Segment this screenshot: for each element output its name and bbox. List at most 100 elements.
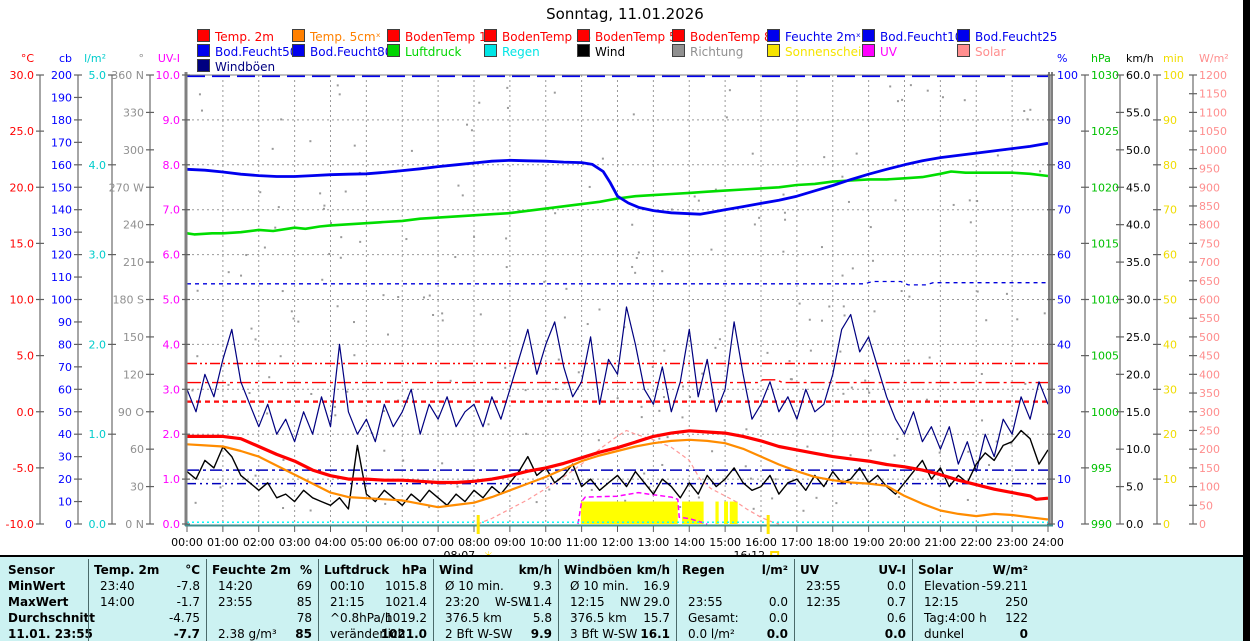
legend-label: BodenTemp 50 bbox=[595, 30, 685, 44]
axis-tick-label: 180 S bbox=[113, 294, 144, 307]
series-humidity bbox=[186, 141, 1049, 216]
legend-item-feuchte-2m-: Feuchte 2mˣ bbox=[767, 29, 861, 44]
row-label: MaxWert bbox=[8, 595, 69, 609]
series-temp5cm bbox=[186, 438, 1049, 521]
legend-item-windb-en: Windböen bbox=[197, 59, 275, 74]
legend-item-luftdruck: Luftdruck bbox=[387, 44, 462, 59]
axis-label: 07:00 bbox=[422, 536, 454, 549]
legend-label: Regen bbox=[502, 45, 540, 59]
axis-tick-label: 30 bbox=[1163, 383, 1177, 396]
axis-tick-label: 0 bbox=[1163, 518, 1170, 531]
axis-tick-label: 1005 bbox=[1091, 350, 1119, 363]
axis-tick-label: 4.0 bbox=[163, 338, 181, 351]
axis-tick-label: 1.0 bbox=[89, 428, 107, 441]
axis-tick-label: 1010 bbox=[1091, 294, 1119, 307]
cell-text: Tag:4:00 h bbox=[924, 611, 987, 625]
cell-value: 0.0 bbox=[768, 611, 788, 625]
axis-unit: W/m² bbox=[1199, 52, 1229, 65]
axis-tick-label: 0 bbox=[65, 518, 72, 531]
axis-tick-label: 180 bbox=[51, 114, 72, 127]
legend-label: Luftdruck bbox=[405, 45, 462, 59]
axis-tick-label: 80 bbox=[1163, 159, 1177, 172]
axis-tick-label: 40 bbox=[1057, 338, 1071, 351]
legend-swatch bbox=[577, 44, 590, 57]
axis-tick-label: 9.0 bbox=[163, 114, 181, 127]
cell-value: 15.7 bbox=[643, 611, 670, 625]
axis-label: 15:00 bbox=[709, 536, 741, 549]
column-title: Regen bbox=[682, 563, 725, 577]
axis-tick-label: 10.0 bbox=[1126, 443, 1151, 456]
legend-label: BodenTemp 80 bbox=[690, 30, 780, 44]
legend-item-solar: Solar bbox=[957, 44, 1006, 59]
column-title: Solar bbox=[918, 563, 954, 577]
legend-item-bod-feucht25: Bod.Feucht25 bbox=[957, 29, 1057, 44]
axis-tick-label: 20.0 bbox=[10, 181, 35, 194]
table-divider bbox=[676, 559, 677, 641]
legend-swatch bbox=[577, 29, 590, 42]
cell-value: 1015.8 bbox=[385, 579, 427, 593]
cell-text: Gesamt: bbox=[688, 611, 739, 625]
legend-item-wind: Wind bbox=[577, 44, 625, 59]
cell-text: 14:20 bbox=[218, 579, 253, 593]
cell-value: 9.9 bbox=[530, 627, 552, 641]
series-gusts bbox=[186, 306, 1049, 473]
axis-tick-label: 7.0 bbox=[163, 204, 181, 217]
axis-tick-label: 1000 bbox=[1199, 144, 1227, 157]
legend-swatch bbox=[292, 44, 305, 57]
axis-unit: UV-I bbox=[158, 52, 180, 65]
axis-tick-label: 1015 bbox=[1091, 237, 1119, 250]
axis-tick-label: 30.0 bbox=[10, 69, 35, 82]
axis-tick-label: 330 bbox=[123, 106, 144, 119]
table-divider bbox=[206, 559, 207, 641]
axis-tick-label: 0 bbox=[1057, 518, 1064, 531]
cell-text: 12:15 bbox=[924, 595, 959, 609]
axis-tick-label: 20 bbox=[1057, 428, 1071, 441]
axis-tick-label: 400 bbox=[1199, 368, 1220, 381]
axis-tick-label: 700 bbox=[1199, 256, 1220, 269]
axis-tick-label: 90 O bbox=[118, 406, 144, 419]
axis-tick-label: 50 bbox=[1163, 294, 1177, 307]
cell-value: 78 bbox=[296, 611, 312, 625]
axis-label: 06:00 bbox=[386, 536, 418, 549]
axis-tick-label: 45.0 bbox=[1126, 181, 1151, 194]
axis-tick-label: 90 bbox=[58, 316, 72, 329]
cell-text: 376.5 km bbox=[570, 611, 627, 625]
column-unit: W/m² bbox=[992, 563, 1028, 577]
cell-text: 376.5 km bbox=[445, 611, 502, 625]
axis-tick-label: 550 bbox=[1199, 312, 1220, 325]
axis-tick-label: 10 bbox=[1057, 473, 1071, 486]
axis-tick-label: 0 bbox=[1199, 518, 1206, 531]
cell-value: 0.0 bbox=[766, 627, 788, 641]
axis-label: 24:00 bbox=[1032, 536, 1064, 549]
axis-tick-label: 350 bbox=[1199, 387, 1220, 400]
cell-value: 85 bbox=[296, 595, 312, 609]
legend-item-bod-feucht50: Bod.Feucht50 bbox=[197, 44, 297, 59]
legend-label: Feuchte 2mˣ bbox=[785, 30, 861, 44]
page-title: Sonntag, 11.01.2026 bbox=[546, 5, 704, 23]
cell-text: 23:20 W-SW bbox=[445, 595, 531, 609]
legend-item-temp-2m: Temp. 2m bbox=[197, 29, 274, 44]
axis-tick-label: 1200 bbox=[1199, 69, 1227, 82]
axis-tick-label: 1150 bbox=[1199, 88, 1227, 101]
axis-tick-label: 6.0 bbox=[163, 249, 181, 262]
axis-tick-label: 5.0 bbox=[1126, 481, 1144, 494]
axis-tick-label: 360 N bbox=[111, 69, 144, 82]
axis-tick-label: 270 W bbox=[109, 181, 144, 194]
legend-label: BodenTemp 25 bbox=[502, 30, 592, 44]
cell-value: 69 bbox=[296, 579, 312, 593]
axis-label: 19:00 bbox=[853, 536, 885, 549]
legend-label: Temp. 5cmˣ bbox=[310, 30, 381, 44]
legend-swatch bbox=[292, 29, 305, 42]
series-pressure bbox=[186, 170, 1049, 236]
axis-tick-label: 190 bbox=[51, 91, 72, 104]
cell-text: Elevation bbox=[924, 579, 980, 593]
axis-tick-label: 110 bbox=[51, 271, 72, 284]
legend-swatch bbox=[387, 44, 400, 57]
axis-tick-label: 80 bbox=[58, 338, 72, 351]
cell-text: dunkel bbox=[924, 627, 965, 641]
axis-tick-label: 250 bbox=[1199, 424, 1220, 437]
cell-value: 11.4 bbox=[525, 595, 552, 609]
axis-tick-label: 5.0 bbox=[17, 350, 35, 363]
axis-tick-label: 55.0 bbox=[1126, 106, 1151, 119]
